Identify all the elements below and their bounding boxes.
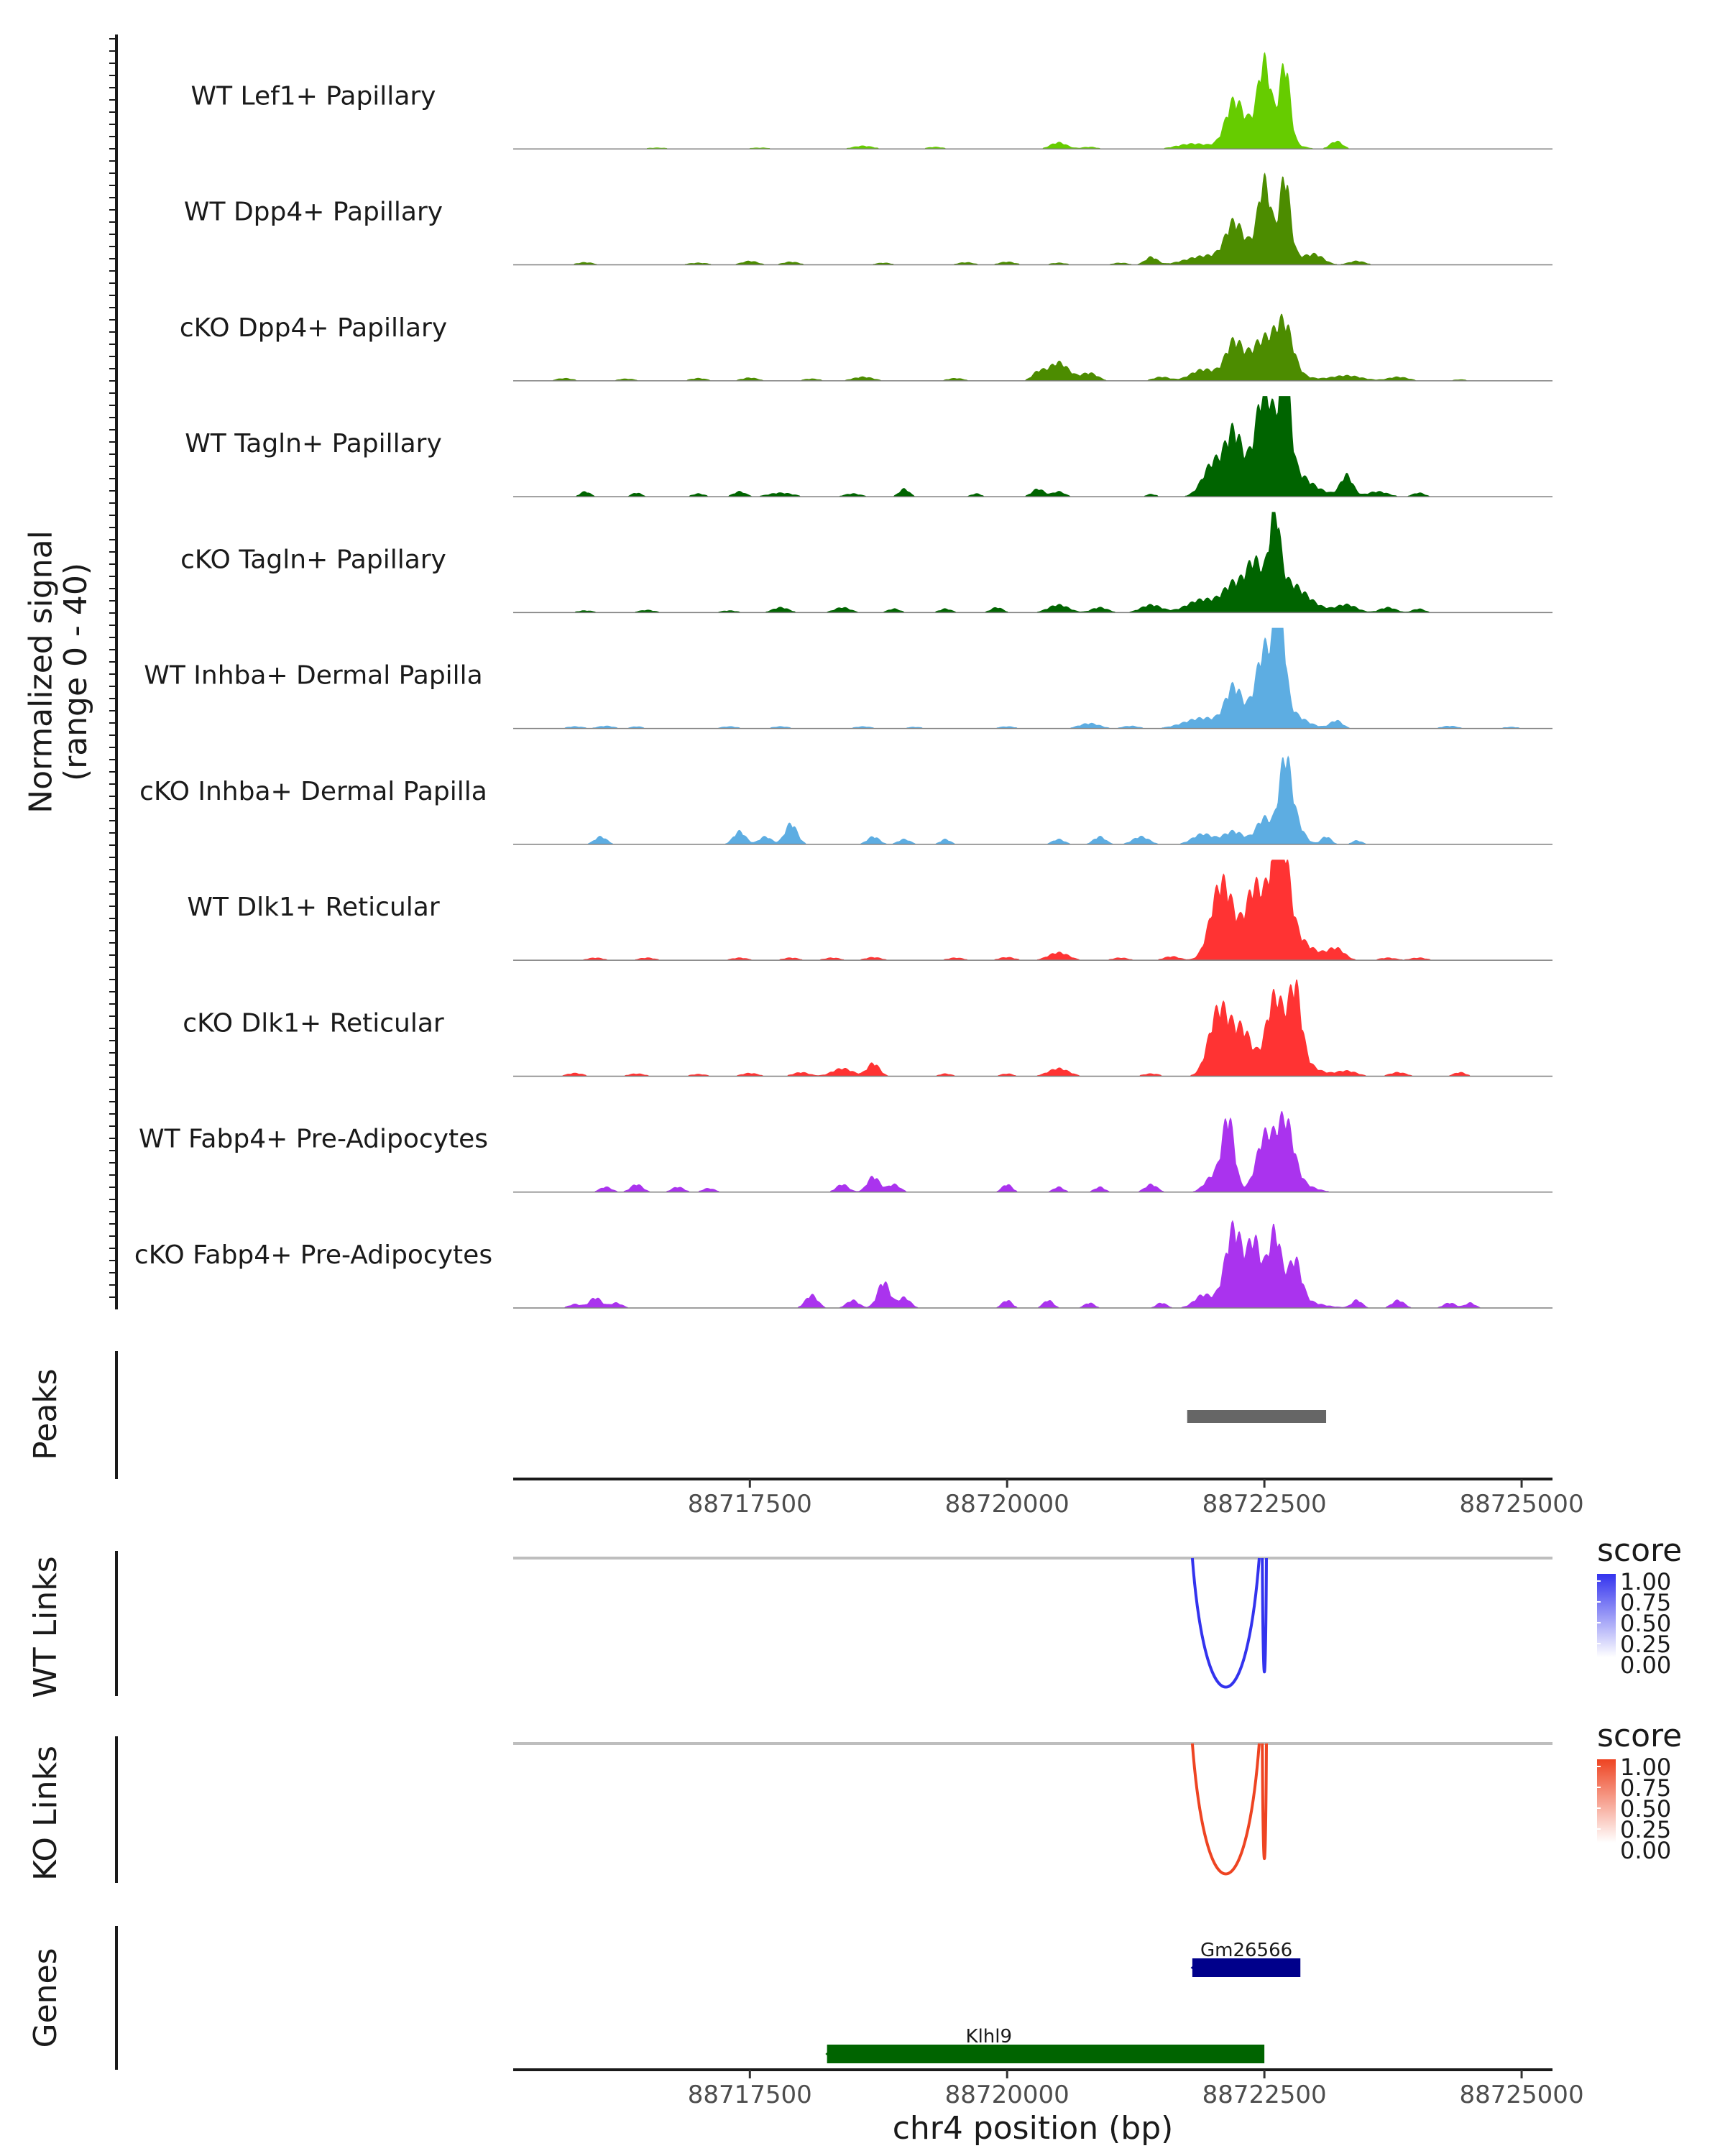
track-label: WT Lef1+ Papillary — [191, 81, 436, 111]
track-label: WT Tagln+ Papillary — [185, 429, 442, 459]
legend-tick-label: 1.00 — [1620, 1754, 1671, 1781]
legend-tick-label: 0.00 — [1620, 1651, 1671, 1679]
genes-x-tick-label: 88717500 — [688, 2081, 812, 2109]
link-arc — [1190, 1743, 1261, 1876]
genes-track-label: Genes — [27, 1948, 64, 2047]
peaks-x-tick-label: 88725000 — [1460, 1490, 1584, 1519]
gene-strand-arrow — [825, 2045, 837, 2063]
link-arc — [1190, 1557, 1261, 1689]
legend-tick-label: 0.75 — [1620, 1589, 1671, 1616]
peaks-track-label: Peaks — [27, 1368, 64, 1460]
coverage-area — [513, 860, 1552, 961]
coverage-area — [513, 313, 1552, 381]
track-label: cKO Dlk1+ Reticular — [183, 1008, 444, 1038]
coverage-y-axis-title-line2: (range 0 - 40) — [58, 563, 94, 781]
track-label: cKO Inhba+ Dermal Papilla — [139, 777, 487, 806]
gene-label: Gm26566 — [1200, 1940, 1292, 1961]
coverage-area — [513, 1220, 1552, 1308]
coverage-area — [513, 1111, 1552, 1192]
peaks-x-tick-label: 88722500 — [1202, 1490, 1327, 1519]
peak-region — [1187, 1410, 1327, 1423]
peaks-x-tick-label: 88720000 — [945, 1490, 1070, 1519]
legend-title: score — [1597, 1532, 1682, 1569]
track-label: WT Inhba+ Dermal Papilla — [144, 661, 482, 691]
coverage-y-axis-title: Normalized signal(range 0 - 40) — [22, 530, 93, 814]
legend-tick-label: 0.25 — [1620, 1816, 1671, 1843]
legend-tick-label: 0.50 — [1620, 1795, 1671, 1823]
coverage-area — [513, 396, 1552, 497]
track-label: cKO Dpp4+ Papillary — [180, 313, 447, 343]
legend-tick-label: 1.00 — [1620, 1568, 1671, 1595]
track-label: cKO Fabp4+ Pre-Adipocytes — [134, 1240, 492, 1270]
legend-tick-label: 0.75 — [1620, 1774, 1671, 1802]
gene-body — [827, 2045, 1265, 2063]
legend-tick-label: 0.50 — [1620, 1610, 1671, 1637]
peaks-x-tick-label: 88717500 — [688, 1490, 812, 1519]
coverage-area — [513, 980, 1552, 1077]
x-axis-title: chr4 position (bp) — [893, 2110, 1174, 2147]
coverage-area — [513, 52, 1552, 149]
track-label: WT Dlk1+ Reticular — [187, 893, 439, 922]
legend-colorbar — [1597, 1759, 1616, 1843]
legend-tick-label: 0.00 — [1620, 1837, 1671, 1864]
link-arc — [1261, 1557, 1268, 1674]
coverage-area — [513, 755, 1552, 844]
links-track-label: WT Links — [27, 1556, 64, 1697]
gene-body — [1192, 1958, 1301, 1977]
coverage-area — [513, 512, 1552, 613]
coverage-area — [513, 172, 1552, 265]
link-arc — [1261, 1743, 1268, 1860]
legend-title: score — [1597, 1718, 1682, 1754]
coverage-area — [513, 627, 1552, 729]
legend-tick-label: 0.25 — [1620, 1631, 1671, 1658]
genes-x-tick-label: 88720000 — [945, 2081, 1070, 2109]
gene-label: Klhl9 — [966, 2026, 1013, 2047]
genes-x-tick-label: 88725000 — [1460, 2081, 1584, 2109]
track-label: cKO Tagln+ Papillary — [180, 545, 446, 574]
genes-x-tick-label: 88722500 — [1202, 2081, 1327, 2109]
coverage-y-axis-title-line1: Normalized signal — [22, 530, 59, 814]
links-track-label: KO Links — [27, 1746, 64, 1881]
gene-strand-arrow — [1190, 1959, 1202, 1976]
legend-colorbar — [1597, 1574, 1616, 1657]
track-label: WT Fabp4+ Pre-Adipocytes — [139, 1125, 488, 1154]
track-label: WT Dpp4+ Papillary — [184, 198, 443, 227]
